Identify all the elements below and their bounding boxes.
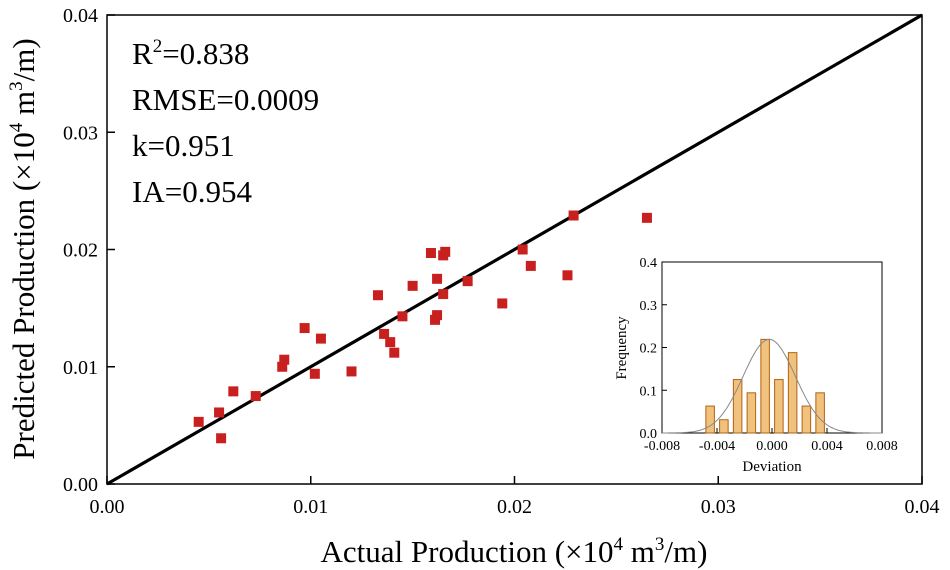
- histogram-bar: [760, 338, 770, 434]
- inset-y-tick-label: 0.1: [640, 384, 658, 399]
- y-tick-label: 0.02: [63, 240, 98, 262]
- data-point: [562, 270, 573, 281]
- stats-annotation: R2=0.838 RMSE=0.0009 k=0.951 IA=0.954: [132, 36, 319, 209]
- histogram-bar: [801, 405, 812, 434]
- inset-y-tick-label: 0.3: [640, 299, 658, 314]
- inset-y-tick-label: 0.2: [640, 342, 658, 357]
- histogram-bar: [719, 419, 729, 434]
- inset-axis-ticks: -0.008 -0.004 0.000 0.004 0.008 0.0 0.1 0.2 0.3 0…: [640, 256, 898, 454]
- data-point: [277, 361, 288, 372]
- x-tick-label: 0.03: [701, 496, 736, 518]
- inset-plot-frame: [661, 261, 883, 434]
- y-axis-title-mid: m: [6, 91, 41, 123]
- x-tick-label: 0.02: [497, 496, 532, 518]
- inset-bars: [705, 338, 825, 434]
- inset-x-axis-title: Deviation: [742, 459, 802, 475]
- data-point: [432, 310, 443, 321]
- data-point: [193, 416, 204, 427]
- x-axis-title-main: Actual Production (×10: [321, 534, 614, 569]
- data-point: [397, 311, 408, 322]
- y-tick-label: 0.03: [63, 122, 98, 144]
- x-axis-title-sup2: 3: [655, 534, 665, 555]
- x-tick-label: 0.01: [293, 496, 328, 518]
- y-axis-title-end: /m): [6, 38, 41, 81]
- normal-curve: [662, 338, 882, 434]
- data-point: [525, 260, 536, 271]
- histogram-bar: [815, 392, 825, 434]
- scatter-points: [193, 210, 652, 444]
- data-point: [462, 276, 473, 287]
- inset-x-tick-label: 0.004: [811, 439, 843, 454]
- inset-y-axis-title: Frequency: [614, 316, 630, 380]
- data-point: [497, 298, 508, 309]
- stats-line: R2=0.838: [132, 36, 249, 71]
- data-point: [389, 347, 400, 358]
- inset-x-tick-label: 0.008: [866, 439, 898, 454]
- reference-line-group: [106, 13, 923, 486]
- inset-y-tick-label: 0.4: [640, 256, 658, 271]
- data-point: [385, 337, 396, 348]
- y-tick-label: 0.01: [63, 357, 98, 379]
- x-tick-label: 0.04: [905, 496, 940, 518]
- inset-x-tick-label: 0.000: [756, 439, 788, 454]
- y-tick-label: 0.04: [63, 5, 98, 27]
- x-axis-title-end: /m): [664, 534, 707, 569]
- data-point: [299, 323, 310, 334]
- data-point: [228, 386, 239, 397]
- data-point: [438, 289, 449, 300]
- data-point: [568, 210, 579, 221]
- x-axis-title-sup1: 4: [614, 534, 624, 555]
- data-point: [379, 328, 390, 339]
- histogram-bar: [705, 405, 715, 434]
- data-point: [216, 433, 227, 444]
- y-axis-title-sup2: 3: [6, 81, 27, 91]
- data-point: [407, 280, 418, 291]
- data-point: [250, 391, 261, 402]
- data-point: [214, 407, 225, 418]
- inset-y-tick-label: 0.0: [640, 427, 658, 442]
- main-axis-ticks: 0.00 0.01 0.02 0.03 0.04 0.00 0.01 0.02 0.03 0.04: [63, 5, 940, 518]
- inset-x-tick-label: -0.008: [644, 439, 680, 454]
- inset-histogram: -0.008 -0.004 0.000 0.004 0.008 0.0 0.1 0.2 0.3 0…: [614, 256, 898, 475]
- reference-line: [106, 13, 923, 486]
- y-axis-title: Predicted Production (×104 m3/m): [6, 38, 41, 459]
- inset-x-tick-label: -0.004: [699, 439, 735, 454]
- data-point: [641, 212, 652, 223]
- data-point: [432, 273, 443, 284]
- data-point: [309, 368, 320, 379]
- stats-line: k=0.951: [132, 128, 235, 163]
- histogram-bar: [787, 352, 798, 434]
- data-point: [279, 354, 290, 365]
- y-axis-title-sup1: 4: [6, 122, 27, 132]
- data-point: [440, 246, 451, 257]
- data-point: [425, 248, 436, 259]
- histogram-bar: [746, 392, 757, 434]
- x-tick-label: 0.00: [90, 496, 125, 518]
- histogram-bar: [732, 379, 743, 434]
- y-tick-label: 0.00: [63, 474, 98, 496]
- x-axis-title-mid: m: [623, 534, 655, 569]
- data-point: [517, 244, 528, 255]
- data-point: [315, 333, 326, 344]
- y-axis-title-main: Predicted Production (×10: [6, 132, 41, 459]
- stats-line: IA=0.954: [132, 174, 252, 209]
- stats-line: RMSE=0.0009: [132, 82, 319, 117]
- data-point: [346, 366, 357, 377]
- x-axis-title: Actual Production (×104 m3/m): [321, 534, 708, 569]
- histogram-bar: [774, 379, 784, 434]
- data-point: [372, 290, 383, 301]
